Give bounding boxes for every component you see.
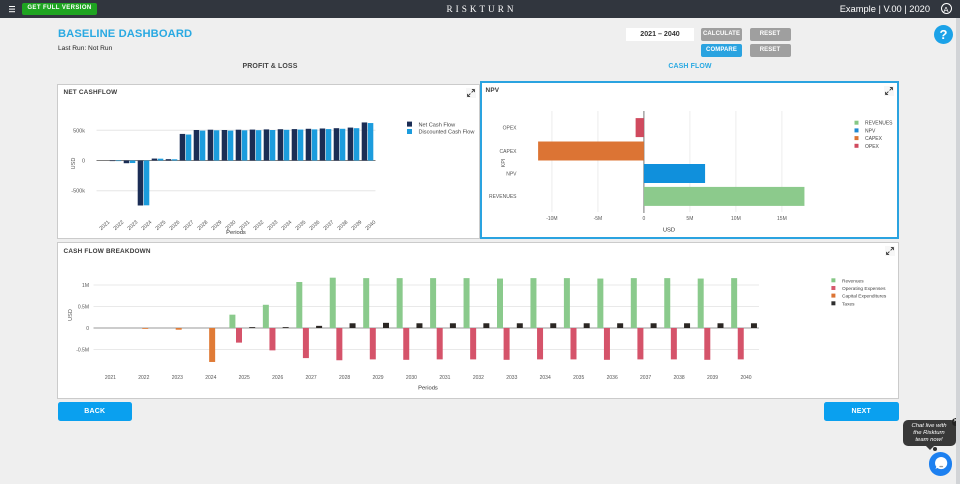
svg-text:2027: 2027 [182,219,195,231]
svg-text:500k: 500k [73,128,85,134]
svg-text:2040: 2040 [740,375,751,381]
svg-text:2028: 2028 [339,375,350,381]
svg-text:-0.5M: -0.5M [76,347,89,353]
svg-text:5M: 5M [686,216,693,222]
svg-text:0: 0 [81,158,84,164]
svg-text:2029: 2029 [372,375,383,381]
svg-text:2039: 2039 [350,219,363,231]
svg-text:Periods: Periods [418,386,438,392]
svg-text:2025: 2025 [238,375,249,381]
svg-text:OPEX: OPEX [865,144,880,150]
svg-text:2021: 2021 [98,219,111,231]
svg-text:CAPEX: CAPEX [499,149,517,155]
svg-text:REVENUES: REVENUES [865,121,893,127]
svg-text:15M: 15M [777,216,787,222]
svg-text:2026: 2026 [272,375,283,381]
svg-text:Discounted Cash Flow: Discounted Cash Flow [418,129,475,135]
svg-text:2023: 2023 [171,375,182,381]
svg-text:-10M: -10M [546,216,557,222]
svg-text:OPEX: OPEX [502,125,517,131]
svg-text:-5M: -5M [593,216,602,222]
svg-text:USD: USD [662,228,674,234]
svg-text:2031: 2031 [439,375,450,381]
svg-text:2032: 2032 [472,375,483,381]
svg-text:CAPEX: CAPEX [865,136,883,142]
svg-text:2022: 2022 [138,375,149,381]
svg-text:2035: 2035 [294,219,307,231]
svg-text:0: 0 [642,216,645,222]
svg-text:2030: 2030 [405,375,416,381]
svg-text:2033: 2033 [266,219,279,231]
svg-text:0: 0 [86,326,89,332]
svg-text:2029: 2029 [210,219,223,231]
svg-text:2027: 2027 [305,375,316,381]
svg-text:NPV: NPV [865,128,876,134]
svg-text:2038: 2038 [673,375,684,381]
svg-text:2034: 2034 [280,219,293,231]
svg-text:REVENUES: REVENUES [488,194,516,200]
svg-text:2028: 2028 [196,219,209,231]
svg-text:2033: 2033 [506,375,517,381]
svg-text:2035: 2035 [573,375,584,381]
svg-text:Revenues: Revenues [842,278,864,284]
svg-text:Capital Expenditures: Capital Expenditures [842,294,887,300]
svg-text:0.5M: 0.5M [77,304,88,310]
svg-text:2026: 2026 [168,219,181,231]
svg-text:KPI: KPI [501,158,507,167]
svg-text:Periods: Periods [226,230,246,236]
svg-text:NPV: NPV [506,171,517,177]
svg-text:1M: 1M [82,283,89,289]
svg-text:USD: USD [68,309,74,321]
svg-text:2036: 2036 [606,375,617,381]
svg-text:2037: 2037 [640,375,651,381]
svg-text:2021: 2021 [104,375,115,381]
svg-text:Operating Expenses: Operating Expenses [842,286,886,292]
svg-text:Taxes: Taxes [842,301,855,307]
svg-text:2022: 2022 [112,219,125,231]
svg-text:2034: 2034 [539,375,550,381]
svg-text:Net Cash Flow: Net Cash Flow [418,122,456,128]
svg-text:2038: 2038 [336,219,349,231]
svg-text:2032: 2032 [252,219,265,231]
svg-text:10M: 10M [731,216,741,222]
svg-text:2040: 2040 [364,219,377,231]
svg-text:2037: 2037 [322,219,335,231]
svg-text:2023: 2023 [126,219,139,231]
svg-text:-500k: -500k [71,188,85,194]
svg-text:2039: 2039 [706,375,717,381]
svg-text:USD: USD [71,157,77,169]
svg-text:2024: 2024 [140,219,153,231]
svg-text:2025: 2025 [154,219,167,231]
svg-text:2036: 2036 [308,219,321,231]
svg-text:2024: 2024 [205,375,216,381]
